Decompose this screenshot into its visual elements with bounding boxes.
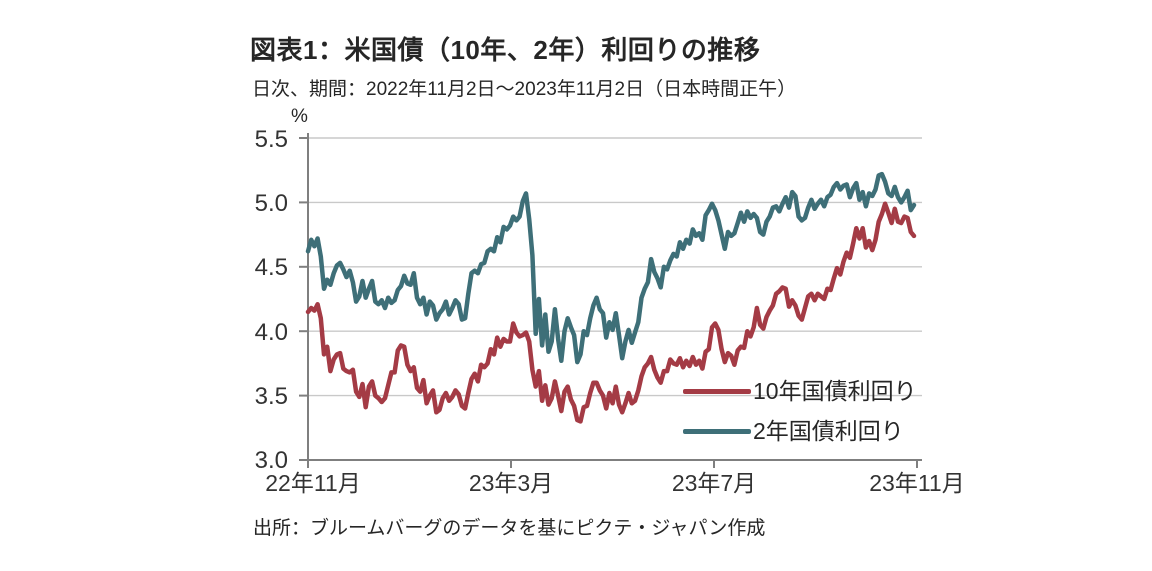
x-tick-label-nov22: 22年11月 (265, 470, 361, 496)
y-tick-label-4-0: 4.0 (254, 319, 288, 346)
legend-swatch-10y (683, 389, 751, 394)
chart-title: 図表1：米国債（10年、2年）利回りの推移 (250, 35, 761, 65)
y-tick-label-5-0: 5.0 (254, 190, 288, 217)
y-tick-label-3-5: 3.5 (254, 383, 288, 410)
chart-subtitle: 日次、期間：2022年11月2日～2023年11月2日（日本時間正午） (252, 79, 797, 100)
x-tick-label-nov23: 23年11月 (869, 470, 965, 496)
line-2y-yield (305, 171, 917, 365)
legend-swatch-2y (683, 429, 751, 434)
x-tick-label-jul23: 23年7月 (671, 470, 757, 496)
y-tick-label-3-0: 3.0 (254, 447, 288, 474)
y-tick-label-5-5: 5.5 (254, 126, 288, 153)
line-10y-yield (305, 201, 917, 424)
y-tick-label-4-5: 4.5 (254, 254, 288, 281)
legend-label-10y: 10年国債利回り (753, 378, 917, 404)
legend-label-2y: 2年国債利回り (753, 418, 904, 444)
source-note: 出所：ブルームバーグのデータを基にピクテ・ジャパン作成 (253, 518, 766, 539)
y-axis-unit-label: % (291, 106, 308, 127)
x-tick-label-mar23: 23年3月 (468, 470, 554, 496)
